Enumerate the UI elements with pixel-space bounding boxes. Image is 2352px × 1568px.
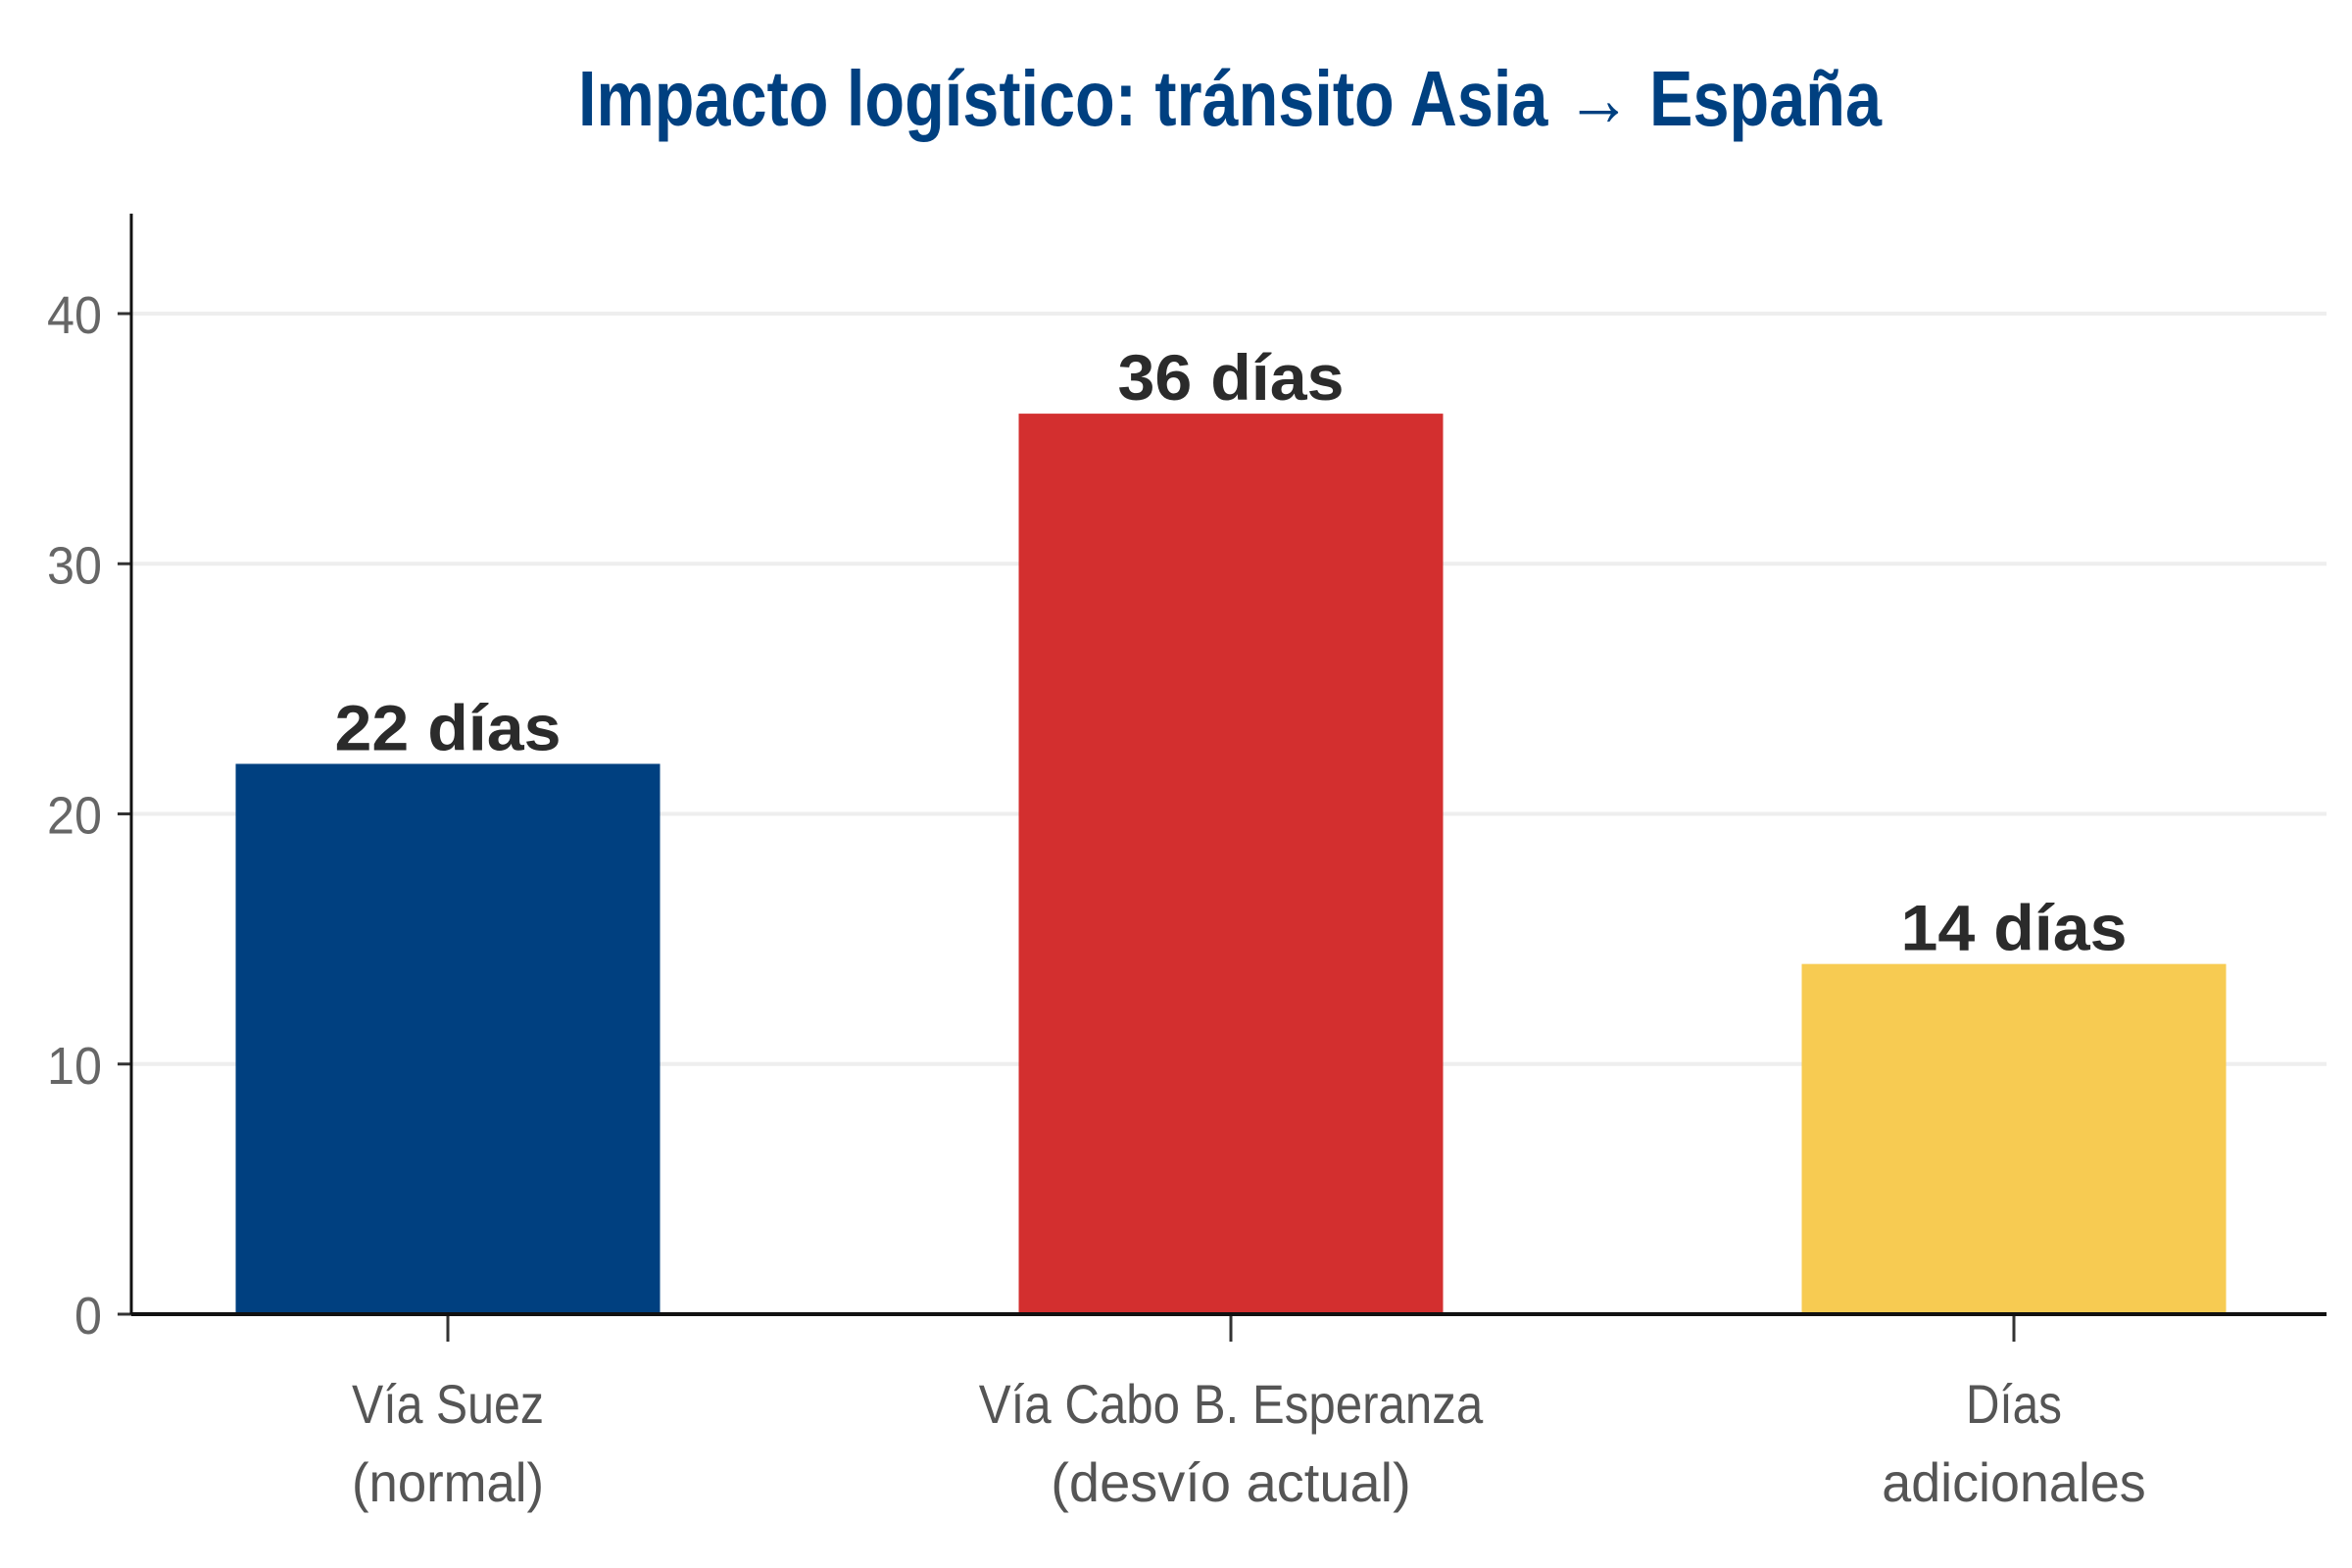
x-tick-label: Días	[1966, 1373, 2062, 1435]
chart-title: Impacto logístico: tránsito Asia → Españ…	[578, 55, 1882, 142]
y-tick-label: 0	[74, 1287, 102, 1346]
data-label: 22 días	[335, 691, 562, 763]
y-tick-label: 30	[47, 536, 102, 595]
labels: 0 10 20 30 40 22 días Vía Suez (normal) 36 días V…	[47, 286, 2146, 1513]
bar	[1801, 963, 2227, 1314]
y-tick-label: 10	[47, 1037, 102, 1096]
x-tick-label: adicionales	[1882, 1451, 2146, 1513]
bars	[235, 414, 2227, 1315]
x-tick-label: Vía Cabo B. Esperanza	[979, 1373, 1484, 1435]
y-tick-label: 20	[47, 787, 102, 846]
data-label: 14 días	[1901, 892, 2128, 964]
data-label: 36 días	[1118, 341, 1345, 414]
axes	[118, 214, 2327, 1342]
x-tick-label: Vía Suez	[352, 1373, 544, 1435]
bar	[235, 763, 661, 1314]
x-tick-label: (normal)	[352, 1451, 544, 1513]
bar	[1018, 414, 1444, 1315]
x-tick-label: (desvío actual)	[1051, 1451, 1411, 1513]
y-tick-label: 40	[47, 286, 102, 345]
